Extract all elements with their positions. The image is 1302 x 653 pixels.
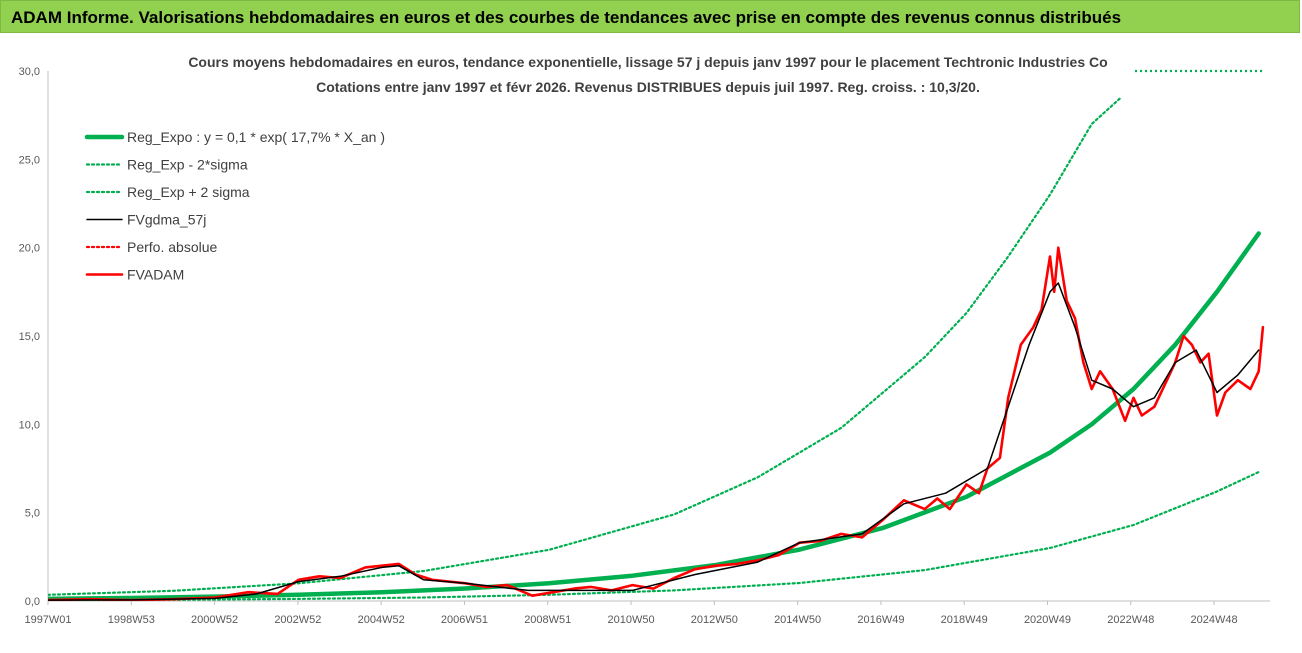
y-tick-label: 30,0 (19, 66, 40, 78)
legend: Reg_Expo : y = 0,1 * exp( 17,7% * X_an )… (84, 129, 385, 283)
legend-label: Reg_Exp - 2*sigma (127, 157, 248, 173)
x-tick-label: 2020W49 (1024, 614, 1071, 626)
chart-title-line-1: Cours moyens hebdomadaires en euros, ten… (188, 54, 1107, 70)
series-line-1 (48, 470, 1260, 601)
y-tick-label: 20,0 (19, 243, 40, 255)
legend-label: FVADAM (127, 267, 184, 283)
x-tick-label: 2000W52 (191, 614, 238, 626)
x-tick-label: 2012W50 (691, 614, 738, 626)
x-tick-label: 2016W49 (857, 614, 904, 626)
series-line-3 (48, 282, 1260, 601)
y-tick-label: 10,0 (19, 419, 40, 431)
series-line-0 (48, 231, 1261, 601)
chart-title-line-2: Cotations entre janv 1997 et févr 2026. … (316, 79, 980, 95)
y-tick-label: 25,0 (19, 154, 40, 166)
x-tick-label: 2006W51 (441, 614, 488, 626)
legend-label: Reg_Exp + 2 sigma (127, 184, 250, 200)
x-tick-label: 2022W48 (1107, 614, 1154, 626)
report-title: ADAM Informe. Valorisations hebdomadaire… (11, 8, 1122, 27)
y-tick-label: 5,0 (25, 508, 40, 520)
legend-label: FVgdma_57j (127, 212, 206, 228)
axes: 0,0 5,0 10,0 15,0 20,0 25,0 30,0 1997W01 1998W53… (19, 66, 1270, 626)
x-tick-label: 1997W01 (24, 614, 71, 626)
series-group (48, 69, 1265, 601)
x-tick-label: 2010W50 (607, 614, 654, 626)
y-tick-label: 0,0 (25, 596, 40, 608)
x-tick-label: 2014W50 (774, 614, 821, 626)
x-tick-label: 2024W48 (1191, 614, 1238, 626)
report-banner: ADAM Informe. Valorisations hebdomadaire… (0, 0, 1300, 33)
x-tick-label: 2018W49 (941, 614, 988, 626)
x-tick-label: 2002W52 (274, 614, 321, 626)
y-tick-label: 15,0 (19, 331, 40, 343)
legend-label: Reg_Expo : y = 0,1 * exp( 17,7% * X_an ) (127, 129, 385, 145)
legend-label: Perfo. absolue (127, 239, 217, 255)
x-tick-label: 1998W53 (108, 614, 155, 626)
line-chart: Cours moyens hebdomadaires en euros, ten… (0, 34, 1302, 652)
x-tick-label: 2008W51 (524, 614, 571, 626)
series-line-5 (48, 246, 1265, 601)
series-line-2 (48, 96, 1123, 596)
x-tick-label: 2004W52 (358, 614, 405, 626)
